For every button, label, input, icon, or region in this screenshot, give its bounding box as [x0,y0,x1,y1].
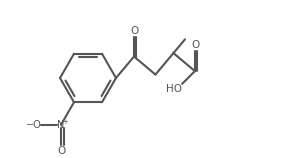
Text: −O: −O [26,120,42,130]
Text: O: O [131,26,139,36]
Text: HO: HO [166,84,182,94]
Text: +: + [62,119,68,125]
Text: O: O [192,40,200,50]
Text: O: O [58,146,66,156]
Text: N: N [57,120,65,130]
